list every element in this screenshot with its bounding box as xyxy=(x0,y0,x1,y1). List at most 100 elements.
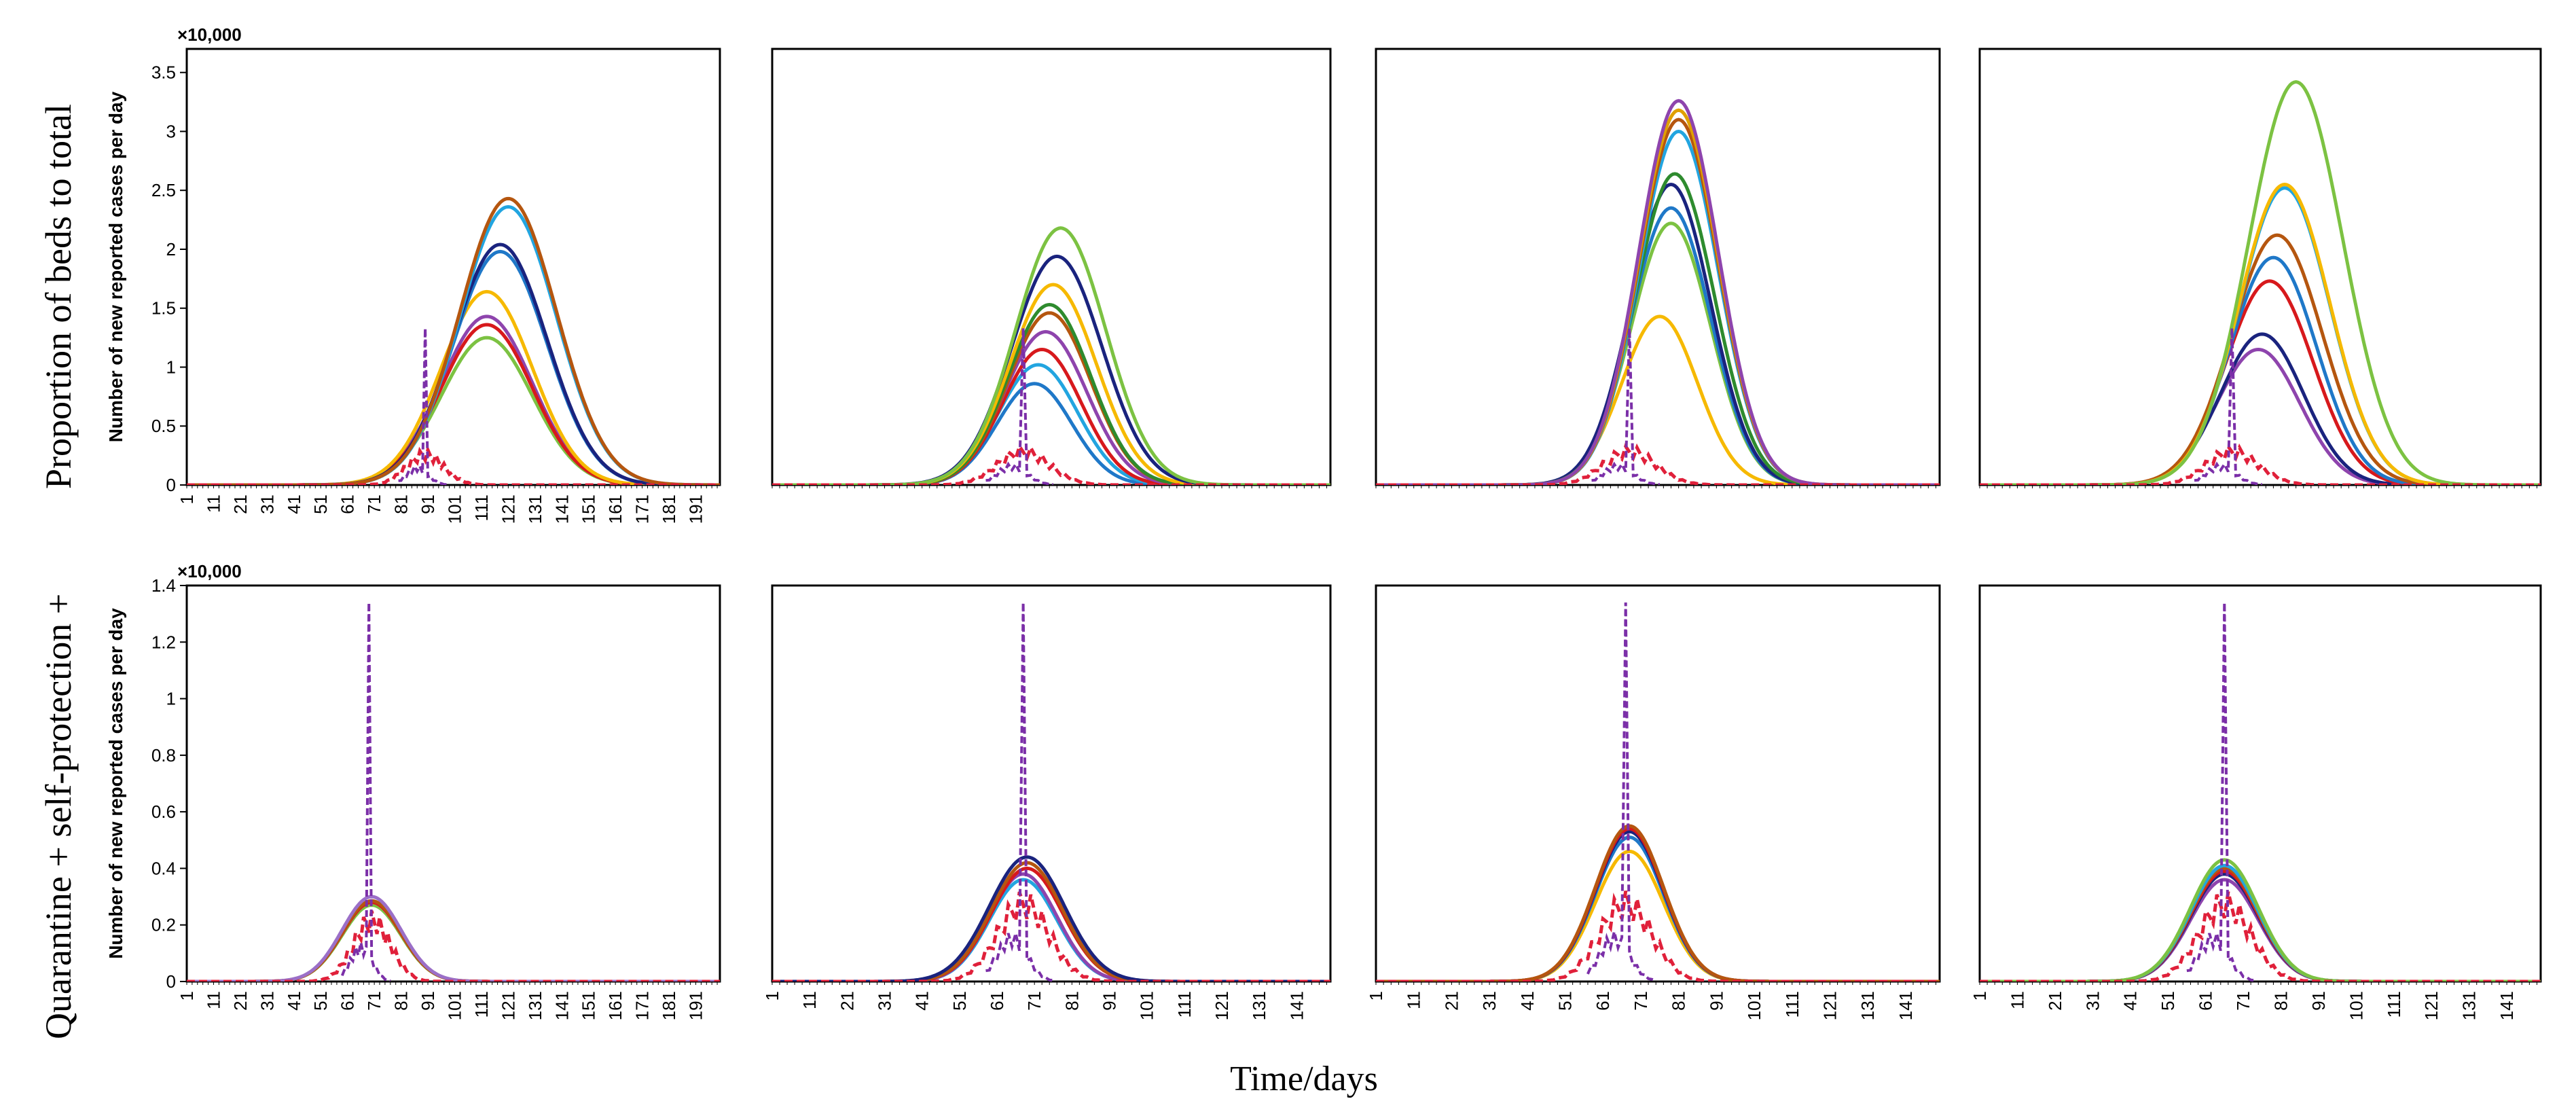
x-tick-label: 31 xyxy=(257,494,277,514)
series-line-navy xyxy=(772,855,1330,982)
x-tick-label: 141 xyxy=(2497,991,2517,1020)
chart-panel-8: 1 11 21 31 41 51 61 71 81 91 101 111 121 131 141 xyxy=(1970,584,2542,1020)
x-tick-label: 1 xyxy=(177,494,197,504)
x-tick-label: 61 xyxy=(2196,991,2216,1011)
x-tick-label: 31 xyxy=(1479,991,1500,1011)
series-line-green-dark xyxy=(1376,172,1940,485)
y-tick-label: 1.2 xyxy=(151,632,176,652)
x-tick-label: 121 xyxy=(498,494,518,524)
series-line-navy xyxy=(1980,332,2541,485)
x-tick-label: 141 xyxy=(1895,991,1916,1020)
y-tick-label: 2.5 xyxy=(151,180,176,200)
spike-data-line xyxy=(1591,328,1660,485)
series-line-purple xyxy=(772,329,1330,485)
x-tick-label: 41 xyxy=(912,991,932,1011)
x-tick-label: 161 xyxy=(605,991,625,1020)
x-tick-label: 131 xyxy=(1249,991,1269,1020)
series-line-green xyxy=(1376,221,1940,485)
series-group xyxy=(772,602,1330,982)
series-line-light-blue xyxy=(772,363,1330,485)
x-tick-label: 11 xyxy=(203,494,223,513)
x-tick-label: 71 xyxy=(1024,991,1045,1011)
x-tick-label: 21 xyxy=(230,494,251,514)
observed-data-line xyxy=(1980,891,2541,982)
panels-group: 0 0.5 1 1.5 2 2.5 3 3.5 Number of new reported c… xyxy=(105,24,2542,1020)
chart-panel-1: 0 0.5 1 1.5 2 2.5 3 3.5 Number of new reported c… xyxy=(105,24,721,524)
x-tick-label: 101 xyxy=(1744,991,1764,1020)
series-group xyxy=(187,602,720,982)
series-line-red xyxy=(772,866,1330,982)
x-tick-label: 121 xyxy=(2421,991,2442,1020)
x-tick-label: 161 xyxy=(605,494,625,524)
x-tick-label: 61 xyxy=(987,991,1007,1011)
x-tick-label: 81 xyxy=(1669,991,1689,1011)
x-tick-label: 181 xyxy=(659,494,679,524)
x-tick-label: 131 xyxy=(2459,991,2480,1020)
y-tick-label: 1.4 xyxy=(151,575,176,596)
y-tick-label: 3 xyxy=(166,121,176,141)
series-line-yellow xyxy=(1376,314,1940,485)
x-tick-label: 61 xyxy=(338,494,358,514)
x-tick-label: 191 xyxy=(685,494,706,524)
plot-frame xyxy=(185,48,721,486)
x-tick-label: 151 xyxy=(579,991,599,1020)
x-tick-label: 31 xyxy=(875,991,895,1011)
spike-data-line xyxy=(1586,602,1656,982)
series-line-green-dark xyxy=(772,302,1330,485)
chart-panel-5: 0 0.2 0.4 0.6 0.8 1 1.2 1.4 Number of new report… xyxy=(105,561,721,1020)
x-tick-label: 71 xyxy=(1631,991,1651,1011)
x-tick-label: 31 xyxy=(257,991,277,1011)
x-tick-label: 81 xyxy=(391,494,412,514)
x-tick-label: 91 xyxy=(1706,991,1726,1011)
x-tick-label: 101 xyxy=(1137,991,1157,1020)
x-tick-label: 111 xyxy=(1782,991,1802,1018)
x-tick-label: 71 xyxy=(364,494,384,514)
y-tick-label: 0.4 xyxy=(151,858,176,878)
x-tick-label: 41 xyxy=(284,991,304,1011)
x-tick-label: 11 xyxy=(1404,991,1424,1009)
series-line-blue xyxy=(1376,206,1940,485)
x-tick-label: 31 xyxy=(2082,991,2103,1011)
row-label-top: Proportion of beds to total xyxy=(38,104,79,489)
plot-frame xyxy=(771,48,1332,486)
y-tick-label: 3.5 xyxy=(151,62,176,83)
spike-data-line xyxy=(2186,602,2255,982)
series-group xyxy=(1980,80,2541,485)
x-tick-label: 121 xyxy=(1212,991,1232,1020)
series-line-brown xyxy=(187,196,720,485)
x-tick-label: 91 xyxy=(2308,991,2329,1011)
series-line-brown xyxy=(1376,824,1940,982)
x-tick-label: 171 xyxy=(632,991,653,1020)
y-tick-label: 1 xyxy=(166,689,176,709)
series-line-yellow xyxy=(772,283,1330,485)
plot-frame xyxy=(771,584,1332,983)
x-tick-label: 171 xyxy=(632,494,653,524)
x-tick-label: 1 xyxy=(762,991,782,1001)
x-tick-label: 51 xyxy=(2158,991,2178,1011)
y-tick-label: 0.5 xyxy=(151,416,176,436)
x-tick-label: 81 xyxy=(391,991,412,1011)
x-tick-label: 151 xyxy=(579,494,599,524)
series-group xyxy=(1376,98,1940,485)
chart-panel-2 xyxy=(771,48,1332,488)
plot-frame xyxy=(185,584,721,983)
x-tick-label: 131 xyxy=(1857,991,1878,1020)
x-tick-label: 51 xyxy=(949,991,970,1011)
x-tick-label: 21 xyxy=(2045,991,2065,1011)
y-multiplier: ×10,000 xyxy=(177,561,242,581)
y-multiplier: ×10,000 xyxy=(177,24,242,45)
x-tick-label: 141 xyxy=(1286,991,1307,1020)
series-group xyxy=(1980,602,2541,982)
x-tick-label: 91 xyxy=(1100,991,1120,1011)
series-line-green xyxy=(1980,80,2541,485)
x-tick-label: 101 xyxy=(444,991,465,1020)
y-tick-label: 0.6 xyxy=(151,802,176,822)
chart-panel-7: 1 11 21 31 41 51 61 71 81 91 101 111 121 131 141 xyxy=(1366,584,1941,1020)
x-tick-label: 141 xyxy=(551,991,572,1020)
x-tick-label: 91 xyxy=(418,494,438,514)
chart-panel-3 xyxy=(1375,48,1941,488)
x-tick-label: 81 xyxy=(1062,991,1082,1011)
series-group xyxy=(1376,602,1940,982)
observed-data-line xyxy=(772,442,1330,485)
x-tick-label: 41 xyxy=(1517,991,1538,1011)
